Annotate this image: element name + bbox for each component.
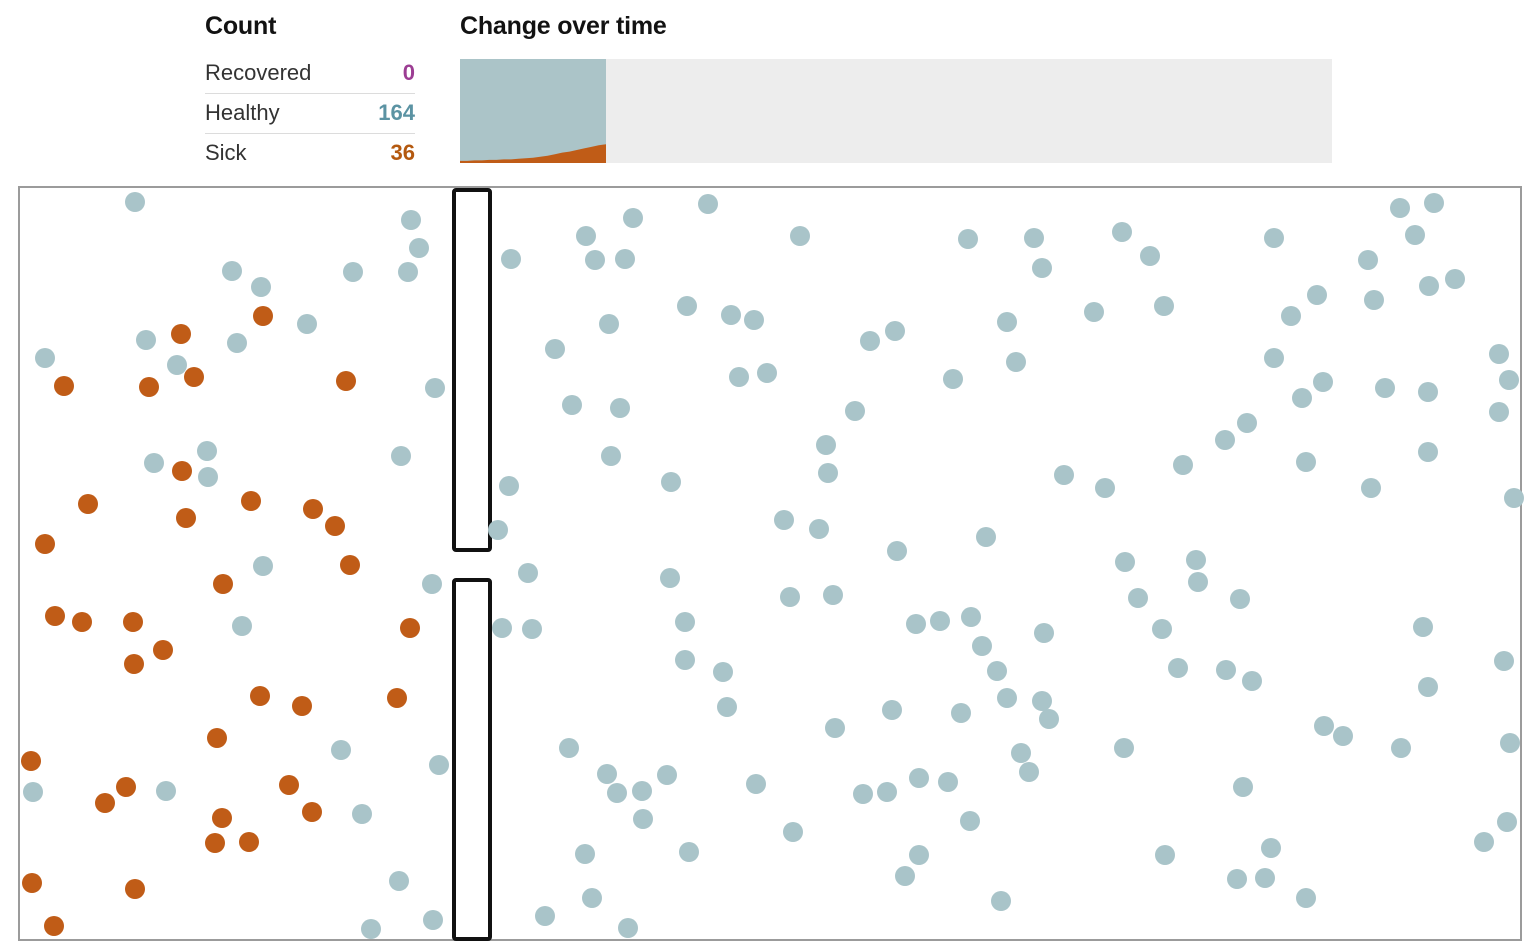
legend-value-healthy: 164 <box>378 100 415 125</box>
count-title: Count <box>205 12 277 40</box>
legend-value-sick: 36 <box>390 140 415 165</box>
legend-label-sick: Sick <box>205 140 247 165</box>
sick-area <box>460 144 606 163</box>
stacked-area-plot <box>460 59 606 163</box>
legend-label-healthy: Healthy <box>205 100 280 125</box>
legend-row-sick: Sick 36 <box>205 133 415 173</box>
legend-row-healthy: Healthy 164 <box>205 93 415 133</box>
wall-bottom-segment <box>452 578 492 941</box>
legend-row-recovered: Recovered 0 <box>205 54 415 93</box>
change-over-time-chart <box>460 59 1332 163</box>
wall-top-segment <box>452 188 492 552</box>
chart-title: Change over time <box>460 12 667 40</box>
count-legend: Recovered 0 Healthy 164 Sick 36 <box>205 54 415 173</box>
simulation-canvas <box>18 186 1522 941</box>
legend-value-recovered: 0 <box>402 60 415 85</box>
legend-label-recovered: Recovered <box>205 60 312 85</box>
